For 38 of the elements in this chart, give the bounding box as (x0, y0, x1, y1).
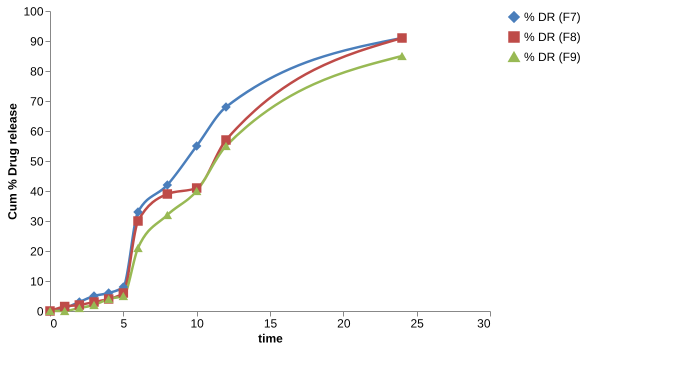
point (397, 52, 407, 60)
point (221, 102, 231, 112)
x-tick-label: 20 (337, 316, 351, 330)
y-tick-label: 30 (30, 214, 44, 228)
x-axis-title: time (258, 332, 284, 346)
y-tick-label: 60 (30, 124, 44, 138)
y-tick-label: 0 (36, 304, 44, 318)
point (133, 216, 143, 226)
y-tick-label: 90 (30, 34, 44, 48)
y-tick-label: 50 (30, 154, 44, 168)
point (74, 304, 84, 312)
x-tick-label: 5 (120, 316, 128, 330)
x-tick-label: 15 (264, 316, 278, 330)
x-tick-label: 0 (50, 316, 58, 330)
y-axis-title: Cum % Drug release (5, 102, 20, 220)
point (162, 210, 172, 220)
point (133, 207, 143, 217)
y-tick-label: 20 (30, 244, 44, 258)
point (133, 244, 143, 252)
x-tick-label: 10 (190, 316, 204, 330)
legend-label: % DR (F7) (524, 10, 581, 24)
point (192, 186, 202, 196)
y-tick-label: 80 (30, 64, 44, 78)
point (221, 142, 231, 150)
point (192, 141, 202, 151)
point (162, 180, 172, 190)
point (118, 292, 128, 300)
point (162, 189, 172, 199)
point (89, 300, 99, 310)
y-tick-label: 100 (23, 4, 44, 18)
x-tick-label: 30 (477, 316, 491, 330)
point (60, 306, 70, 316)
legend-label: % DR (F8) (524, 30, 581, 44)
y-tick-label: 10 (30, 274, 44, 288)
legend-label: % DR (F9) (524, 50, 581, 64)
x-tick-label: 25 (410, 316, 424, 330)
y-tick-label: 70 (30, 94, 44, 108)
y-tick-label: 40 (30, 184, 44, 198)
